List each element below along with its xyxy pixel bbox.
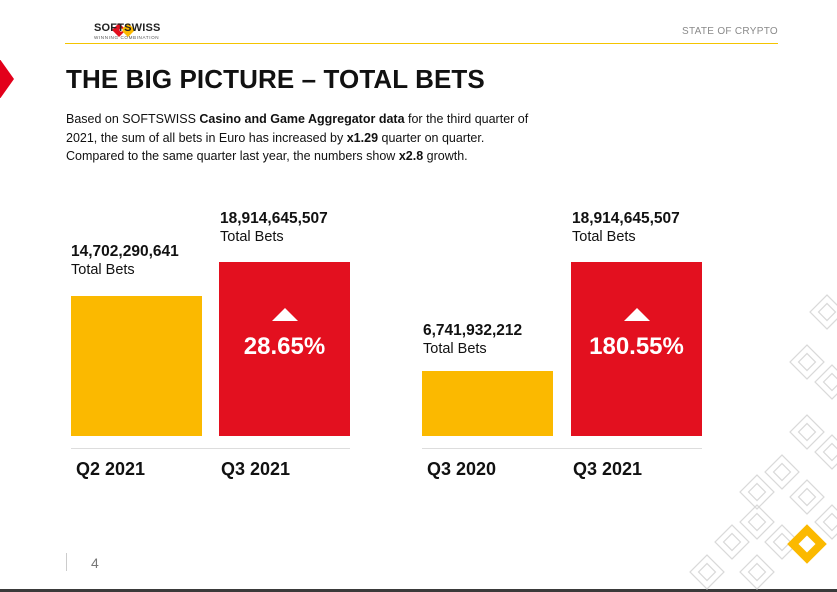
- section-label: STATE OF CRYPTO: [682, 26, 778, 37]
- q3-2020-label: Total Bets: [423, 341, 487, 357]
- q3-2021-label: Total Bets: [572, 229, 636, 245]
- quarter-label: Q3 2021: [573, 459, 643, 479]
- q2-2021-value: 14,702,290,641: [71, 243, 179, 260]
- diamond-pattern-decoration-icon: [689, 294, 837, 590]
- page-marker-tab: [0, 60, 14, 98]
- quarter-label: Q3 2021: [221, 459, 291, 479]
- increase-arrow-icon: [272, 308, 298, 321]
- footer-rule: [0, 589, 837, 592]
- q3-2020-bar: [422, 371, 553, 436]
- quarter-label: Q2 2021: [76, 459, 146, 479]
- brand-tagline: WINNING COMBINATION: [94, 35, 160, 40]
- q3-2021-label: Total Bets: [220, 229, 284, 245]
- softswiss-logo-icon: [112, 23, 135, 37]
- change-percent: 180.55%: [589, 333, 684, 360]
- intro-paragraph: Based on SOFTSWISS Casino and Game Aggre…: [66, 112, 529, 163]
- baseline: [71, 448, 350, 449]
- page-number: 4: [91, 555, 99, 571]
- q2-2021-bar: [71, 296, 202, 436]
- brand-name: SOFTSWISS: [94, 22, 161, 34]
- quarter-label: Q3 2020: [427, 459, 497, 479]
- q3-2021-value: 18,914,645,507: [220, 210, 328, 227]
- page-title: THE BIG PICTURE – TOTAL BETS: [66, 64, 485, 94]
- q3-2021-bar: [219, 262, 350, 436]
- change-percent: 28.65%: [243, 333, 326, 360]
- q3-2020-value: 6,741,932,212: [423, 322, 523, 339]
- q2-2021-label: Total Bets: [71, 262, 135, 278]
- increase-arrow-icon: [624, 308, 650, 321]
- q3-2021-bar: [571, 262, 702, 436]
- page-number-divider: [66, 553, 67, 571]
- baseline: [422, 448, 702, 449]
- q3-2021-value: 18,914,645,507: [572, 210, 680, 227]
- header-divider: [65, 43, 778, 44]
